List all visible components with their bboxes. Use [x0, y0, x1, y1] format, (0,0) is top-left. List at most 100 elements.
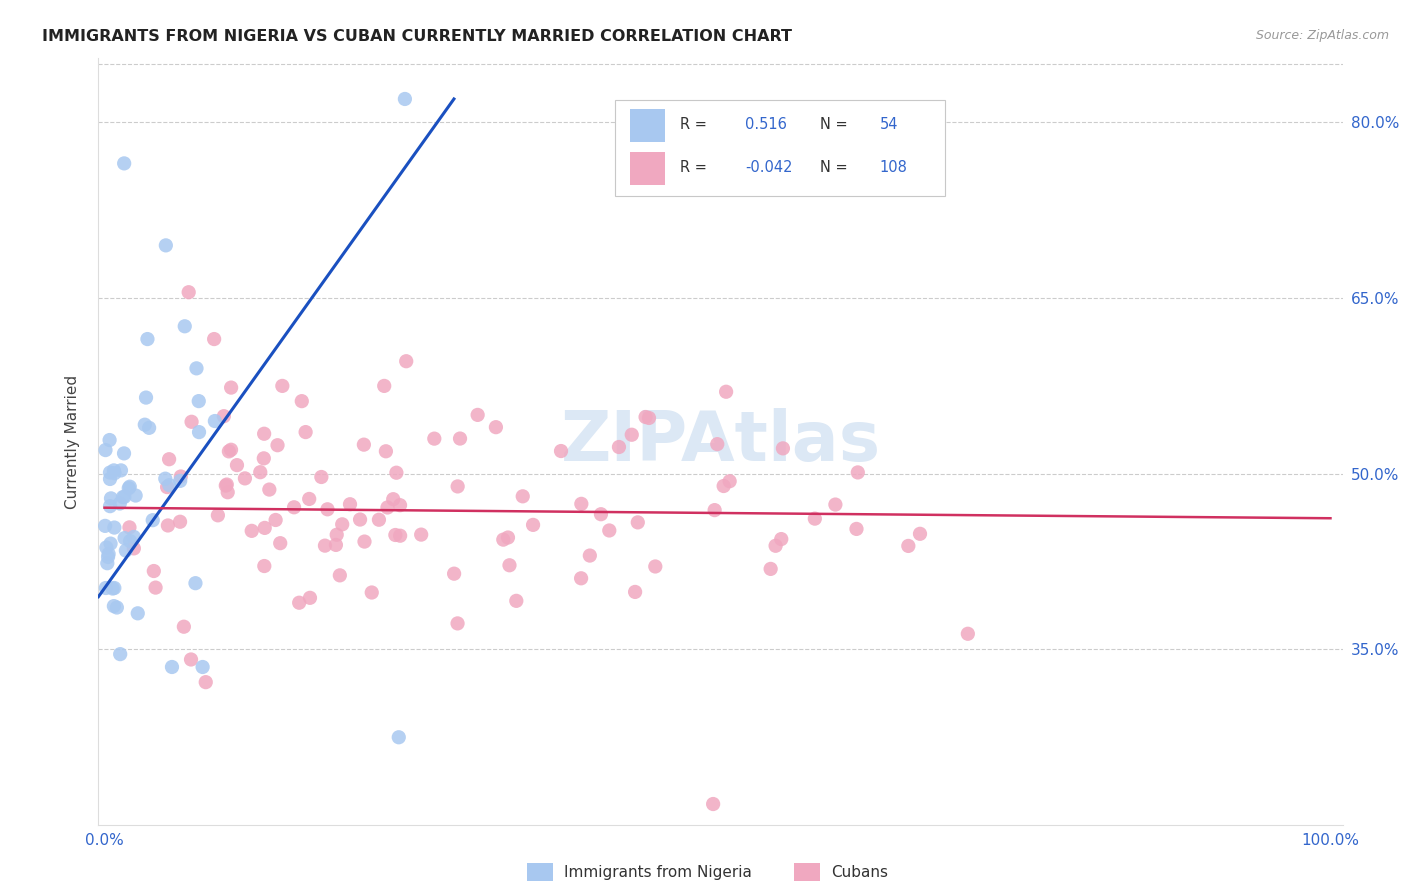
- Point: [624, 585, 647, 599]
- Point: [579, 549, 602, 563]
- Point: [492, 533, 515, 547]
- Point: [155, 472, 177, 486]
- Point: [98, 466, 121, 480]
- Point: [339, 497, 361, 511]
- Point: [713, 479, 735, 493]
- Point: [100, 536, 122, 550]
- Point: [349, 512, 371, 526]
- Point: [908, 526, 931, 541]
- Point: [388, 731, 411, 745]
- Point: [765, 539, 787, 553]
- Point: [218, 444, 240, 458]
- Point: [103, 581, 125, 595]
- Point: [283, 500, 305, 515]
- Point: [96, 541, 118, 555]
- Point: [447, 479, 470, 493]
- Point: [94, 581, 117, 595]
- Point: [157, 478, 180, 492]
- Point: [212, 409, 235, 424]
- Point: [325, 528, 347, 542]
- Point: [589, 507, 612, 521]
- Point: [294, 425, 316, 439]
- Point: [120, 534, 142, 549]
- Point: [314, 539, 336, 553]
- Text: Source: ZipAtlas.com: Source: ZipAtlas.com: [1256, 29, 1389, 42]
- Point: [118, 481, 141, 495]
- Point: [249, 465, 271, 479]
- Point: [423, 432, 446, 446]
- Point: [702, 797, 724, 811]
- Point: [956, 627, 979, 641]
- Point: [194, 675, 217, 690]
- Point: [411, 527, 433, 541]
- Point: [550, 444, 572, 458]
- Point: [253, 521, 276, 535]
- Point: [253, 559, 276, 574]
- Point: [394, 92, 416, 106]
- Point: [127, 607, 149, 621]
- Text: Immigrants from Nigeria: Immigrants from Nigeria: [564, 865, 752, 880]
- Point: [804, 511, 827, 525]
- Point: [170, 469, 193, 483]
- Point: [187, 394, 209, 409]
- Point: [157, 452, 180, 467]
- Point: [169, 515, 191, 529]
- Point: [98, 472, 121, 486]
- Point: [634, 409, 657, 424]
- Point: [160, 660, 183, 674]
- Point: [204, 414, 226, 428]
- Point: [180, 415, 202, 429]
- Point: [145, 581, 167, 595]
- Point: [759, 562, 782, 576]
- Point: [485, 420, 508, 434]
- Point: [122, 530, 145, 544]
- Point: [155, 238, 177, 252]
- Point: [226, 458, 249, 472]
- Point: [496, 531, 519, 545]
- Point: [644, 559, 666, 574]
- Point: [569, 497, 592, 511]
- Point: [329, 568, 352, 582]
- Point: [124, 489, 146, 503]
- Point: [311, 470, 333, 484]
- Point: [598, 524, 620, 538]
- Point: [512, 489, 534, 503]
- Point: [505, 594, 527, 608]
- Point: [177, 285, 200, 300]
- Point: [373, 379, 395, 393]
- Point: [253, 451, 276, 466]
- Point: [271, 379, 294, 393]
- Point: [266, 438, 288, 452]
- Point: [118, 520, 141, 534]
- Point: [101, 582, 124, 596]
- Point: [498, 558, 520, 573]
- Point: [112, 156, 135, 170]
- Point: [188, 425, 211, 439]
- Text: R =: R =: [679, 117, 706, 132]
- Point: [522, 517, 544, 532]
- Point: [384, 528, 406, 542]
- Point: [824, 498, 846, 512]
- Point: [607, 440, 630, 454]
- Point: [100, 491, 122, 506]
- Point: [446, 616, 468, 631]
- Text: Cubans: Cubans: [831, 865, 889, 880]
- Point: [105, 600, 128, 615]
- Point: [353, 437, 375, 451]
- Point: [240, 524, 263, 538]
- Point: [114, 531, 136, 545]
- Y-axis label: Currently Married: Currently Married: [65, 375, 80, 508]
- Point: [298, 591, 321, 605]
- Point: [215, 477, 238, 491]
- Point: [103, 520, 125, 534]
- Text: 0.516: 0.516: [745, 117, 787, 132]
- Point: [264, 513, 287, 527]
- Point: [467, 408, 489, 422]
- Point: [202, 332, 225, 346]
- Point: [115, 543, 138, 558]
- Text: -0.042: -0.042: [745, 161, 793, 175]
- Point: [136, 332, 159, 346]
- Point: [215, 478, 238, 492]
- Point: [330, 517, 353, 532]
- Point: [897, 539, 920, 553]
